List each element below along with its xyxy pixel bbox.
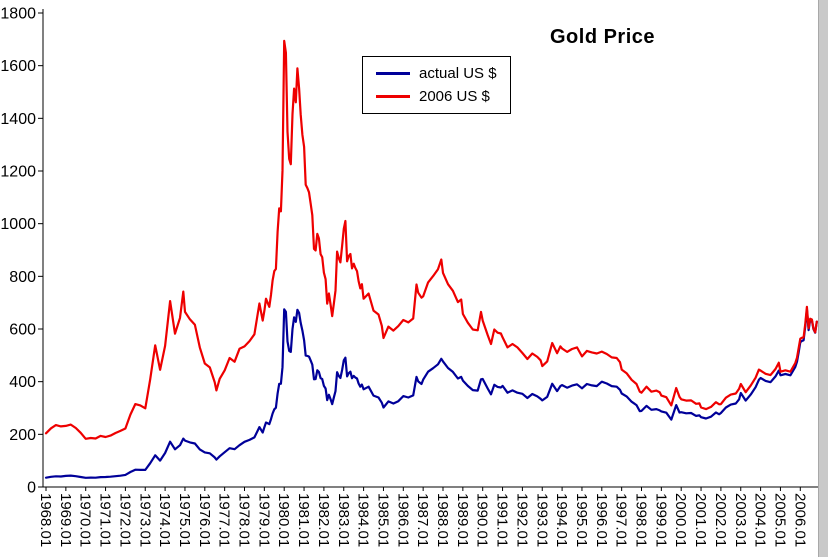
window-right-gutter — [818, 0, 828, 557]
x-tick-label: 1984.01 — [355, 493, 372, 547]
legend-item-2006-us: 2006 US $ — [376, 88, 510, 105]
legend-item-actual-us: actual US $ — [376, 65, 510, 82]
x-tick-label: 1976.01 — [196, 493, 213, 547]
series-line-real — [44, 39, 818, 440]
x-tick-label: 1985.01 — [374, 493, 391, 547]
x-tick-label: 2002.01 — [712, 493, 729, 547]
y-tick-label: 1000 — [0, 216, 36, 233]
x-tick-label: 1986.01 — [394, 493, 411, 547]
series-line-nominal — [44, 308, 818, 479]
x-tick-label: 1987.01 — [414, 493, 431, 547]
x-tick-label: 1998.01 — [633, 493, 650, 547]
legend-label-actual-us: actual US $ — [419, 65, 497, 82]
chart-legend: actual US $ 2006 US $ — [362, 56, 511, 114]
x-tick-label: 1977.01 — [216, 493, 233, 547]
legend-line-swatch-2006-us — [376, 95, 410, 98]
y-tick-label: 1800 — [0, 6, 36, 23]
legend-label-2006-us: 2006 US $ — [419, 88, 490, 105]
x-tick-label: 1992.01 — [513, 493, 530, 547]
x-tick-label: 1995.01 — [573, 493, 590, 547]
x-tick-label: 2003.01 — [732, 493, 749, 547]
legend-line-swatch-actual-us — [376, 72, 410, 75]
x-tick-label: 2006.01 — [791, 493, 808, 547]
x-tick-label: 1993.01 — [533, 493, 550, 547]
x-tick-label: 1973.01 — [136, 493, 153, 547]
x-tick-label: 1997.01 — [613, 493, 630, 547]
x-tick-label: 1968.01 — [37, 493, 54, 547]
x-tick-label: 1990.01 — [474, 493, 491, 547]
x-tick-label: 2001.01 — [692, 493, 709, 547]
x-tick-label: 1980.01 — [275, 493, 292, 547]
x-tick-label: 1988.01 — [434, 493, 451, 547]
x-tick-label: 1972.01 — [116, 493, 133, 547]
x-tick-label: 1989.01 — [454, 493, 471, 547]
x-tick-label: 1979.01 — [255, 493, 272, 547]
y-tick-label: 600 — [9, 322, 36, 339]
x-tick-label: 1996.01 — [593, 493, 610, 547]
x-tick-label: 1971.01 — [97, 493, 114, 547]
x-tick-label: 1991.01 — [494, 493, 511, 547]
x-tick-label: 1969.01 — [57, 493, 74, 547]
x-tick-label: 1999.01 — [652, 493, 669, 547]
y-tick-label: 0 — [27, 480, 36, 497]
y-tick-label: 800 — [9, 269, 36, 286]
y-tick-label: 1600 — [0, 58, 36, 75]
x-tick-label: 1970.01 — [77, 493, 94, 547]
x-tick-label: 1978.01 — [236, 493, 253, 547]
x-tick-label: 1982.01 — [315, 493, 332, 547]
x-tick-label: 2004.01 — [752, 493, 769, 547]
y-tick-label: 1200 — [0, 164, 36, 181]
x-tick-label: 1975.01 — [176, 493, 193, 547]
x-tick-label: 1974.01 — [156, 493, 173, 547]
x-tick-label: 1983.01 — [335, 493, 352, 547]
y-tick-label: 1400 — [0, 111, 36, 128]
y-tick-label: 400 — [9, 374, 36, 391]
x-tick-label: 2000.01 — [672, 493, 689, 547]
y-tick-label: 200 — [9, 427, 36, 444]
x-tick-label: 1981.01 — [295, 493, 312, 547]
chart-title: Gold Price — [549, 26, 656, 48]
x-tick-label: 2005.01 — [771, 493, 788, 547]
x-tick-label: 1994.01 — [553, 493, 570, 547]
